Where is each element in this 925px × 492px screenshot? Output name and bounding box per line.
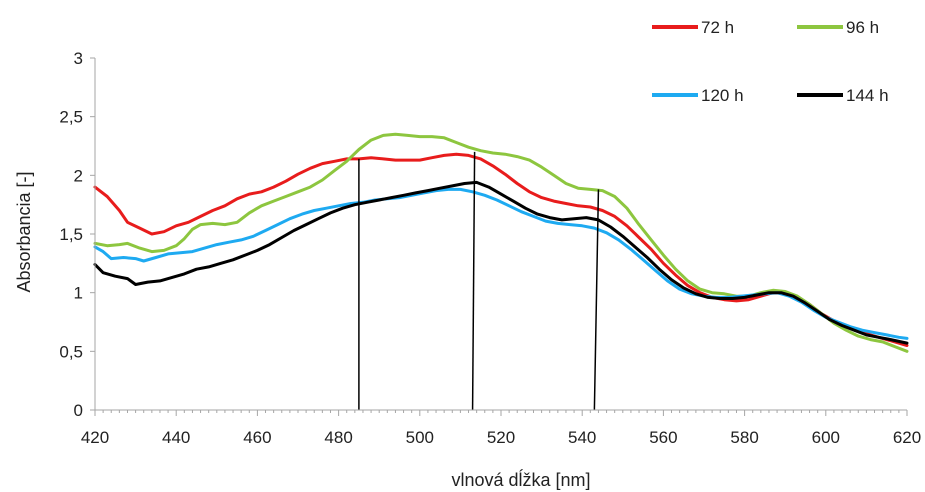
marker-lines <box>358 151 600 411</box>
legend-label: 144 h <box>846 86 889 105</box>
x-axis-title: vlnová dĺžka [nm] <box>451 469 590 490</box>
x-axis-ticks: 420 440 460 480 500 520 540 560 580 600 620 <box>81 410 921 447</box>
x-tick-label: 460 <box>243 428 271 447</box>
y-tick-label: 1,5 <box>59 225 83 244</box>
x-tick-label: 420 <box>81 428 109 447</box>
series-line-144h <box>93 180 909 345</box>
legend-label: 96 h <box>846 18 879 37</box>
peak-marker-line <box>593 189 600 411</box>
x-tick-label: 440 <box>162 428 190 447</box>
x-tick-label: 500 <box>406 428 434 447</box>
x-tick-label: 560 <box>649 428 677 447</box>
peak-marker-line <box>471 151 476 411</box>
series-line-72h <box>93 152 909 347</box>
y-axis-title: Absorbancia [-] <box>14 171 34 292</box>
series-lines <box>93 132 909 353</box>
x-tick-label: 540 <box>568 428 596 447</box>
legend: 72 h 96 h 120 h 144 h <box>652 18 889 105</box>
y-tick-label: 3 <box>74 49 83 68</box>
legend-label: 120 h <box>701 86 744 105</box>
y-axis-ticks: 0 0,5 1 1,5 2 2,5 3 <box>59 49 95 420</box>
plot-area <box>93 132 909 411</box>
x-tick-label: 520 <box>487 428 515 447</box>
y-tick-label: 1 <box>74 284 83 303</box>
legend-label: 72 h <box>701 18 734 37</box>
x-tick-label: 600 <box>812 428 840 447</box>
y-tick-label: 0,5 <box>59 342 83 361</box>
y-tick-label: 2,5 <box>59 108 83 127</box>
x-tick-label: 580 <box>730 428 758 447</box>
x-tick-label: 620 <box>893 428 921 447</box>
y-tick-label: 2 <box>74 166 83 185</box>
y-tick-label: 0 <box>74 401 83 420</box>
series-line-96h <box>93 132 909 353</box>
x-tick-label: 480 <box>324 428 352 447</box>
